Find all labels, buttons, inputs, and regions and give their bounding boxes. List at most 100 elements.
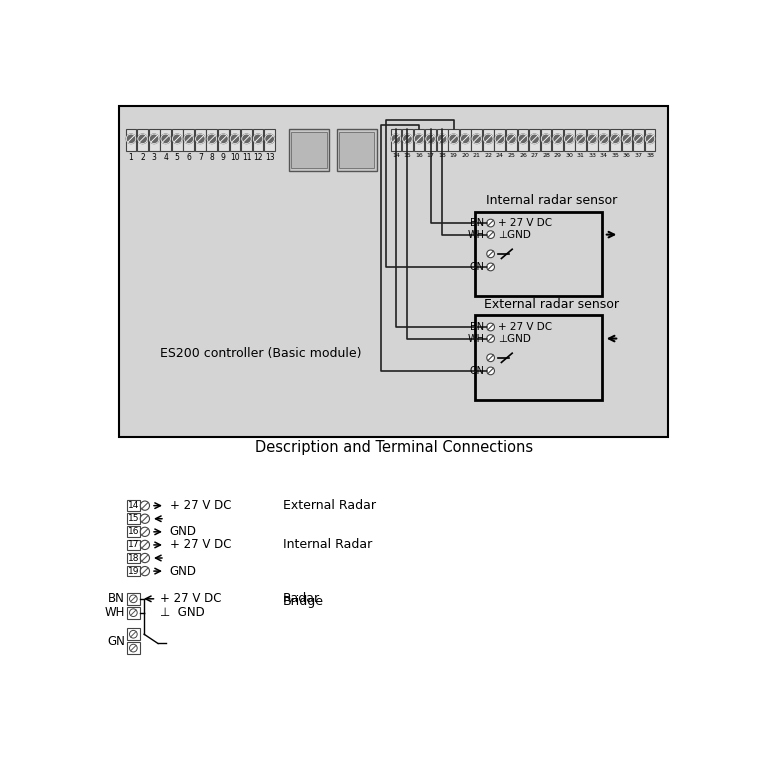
Text: 35: 35 (611, 153, 619, 158)
Text: 10: 10 (230, 153, 240, 162)
Bar (598, 129, 609, 151)
Bar (127, 513, 140, 524)
Bar (120, 106, 667, 437)
Text: Description and Terminal Connections: Description and Terminal Connections (254, 440, 533, 455)
Circle shape (130, 609, 137, 617)
Bar (621, 129, 632, 151)
Circle shape (230, 134, 240, 144)
Text: + 27 V DC: + 27 V DC (498, 218, 552, 228)
Text: 9: 9 (221, 153, 226, 162)
Bar (633, 129, 644, 151)
Text: 13: 13 (265, 153, 274, 162)
Text: 33: 33 (588, 153, 596, 158)
Bar (291, 132, 326, 167)
Bar (149, 129, 160, 151)
Circle shape (484, 134, 493, 144)
Circle shape (518, 134, 528, 144)
Bar (172, 129, 183, 151)
Bar (575, 129, 586, 151)
Circle shape (487, 250, 495, 258)
Circle shape (507, 134, 516, 144)
Circle shape (487, 367, 495, 375)
Text: 22: 22 (485, 153, 492, 158)
Text: + 27 V DC: + 27 V DC (170, 499, 231, 512)
Circle shape (130, 631, 137, 638)
Circle shape (130, 595, 137, 603)
Text: 21: 21 (473, 153, 481, 158)
Circle shape (645, 134, 655, 144)
Circle shape (265, 134, 274, 144)
Circle shape (253, 134, 263, 144)
Circle shape (449, 134, 458, 144)
Bar (218, 129, 229, 151)
Text: 31: 31 (577, 153, 584, 158)
Circle shape (487, 219, 495, 227)
Text: ES200 controller (Basic module): ES200 controller (Basic module) (160, 347, 361, 360)
Bar (230, 129, 240, 151)
Text: 7: 7 (198, 153, 203, 162)
Text: 11: 11 (242, 153, 251, 162)
Text: 25: 25 (508, 153, 515, 158)
Circle shape (184, 134, 194, 144)
Text: ⊥GND: ⊥GND (498, 230, 531, 240)
Text: 15: 15 (404, 153, 412, 158)
Bar (339, 132, 374, 167)
Circle shape (141, 567, 150, 576)
Bar (610, 129, 621, 151)
Text: BN: BN (470, 322, 485, 332)
Bar (472, 129, 482, 151)
Text: 18: 18 (127, 554, 139, 562)
Circle shape (437, 134, 447, 144)
Bar (127, 607, 140, 619)
Circle shape (242, 134, 251, 144)
Circle shape (487, 354, 495, 362)
Circle shape (541, 134, 551, 144)
Bar (552, 129, 563, 151)
Circle shape (207, 134, 217, 144)
Text: 37: 37 (634, 153, 643, 158)
Text: 36: 36 (623, 153, 631, 158)
Circle shape (487, 230, 495, 238)
Text: WH: WH (104, 606, 125, 619)
Text: 34: 34 (600, 153, 607, 158)
Bar (564, 129, 574, 151)
Text: GND: GND (170, 564, 197, 578)
Circle shape (141, 527, 150, 537)
Bar (475, 211, 602, 296)
Bar (207, 129, 217, 151)
Circle shape (161, 134, 170, 144)
Bar (336, 129, 376, 170)
Text: GN: GN (107, 634, 125, 647)
Circle shape (219, 134, 228, 144)
Text: External radar sensor: External radar sensor (484, 298, 619, 311)
Circle shape (141, 501, 150, 510)
Bar (127, 500, 140, 511)
Text: + 27 V DC: + 27 V DC (498, 322, 552, 332)
Text: + 27 V DC: + 27 V DC (160, 592, 221, 605)
Text: 17: 17 (127, 541, 139, 549)
Circle shape (622, 134, 631, 144)
Circle shape (141, 554, 150, 563)
Text: 19: 19 (450, 153, 458, 158)
Bar (127, 642, 140, 654)
Bar (506, 129, 517, 151)
Text: GN: GN (469, 262, 485, 272)
Bar (541, 129, 551, 151)
Text: 19: 19 (127, 567, 139, 575)
Text: 4: 4 (164, 153, 168, 162)
Text: ⊥  GND: ⊥ GND (160, 606, 204, 619)
Bar (264, 129, 275, 151)
Bar (127, 593, 140, 605)
Text: 15: 15 (127, 515, 139, 523)
Text: 12: 12 (253, 153, 263, 162)
Text: 30: 30 (565, 153, 573, 158)
Circle shape (391, 134, 401, 144)
Bar (402, 129, 413, 151)
Text: + 27 V DC: + 27 V DC (170, 538, 231, 551)
Text: 29: 29 (554, 153, 561, 158)
Bar (495, 129, 505, 151)
Circle shape (461, 134, 470, 144)
Bar (161, 129, 171, 151)
Bar (195, 129, 206, 151)
Circle shape (576, 134, 585, 144)
